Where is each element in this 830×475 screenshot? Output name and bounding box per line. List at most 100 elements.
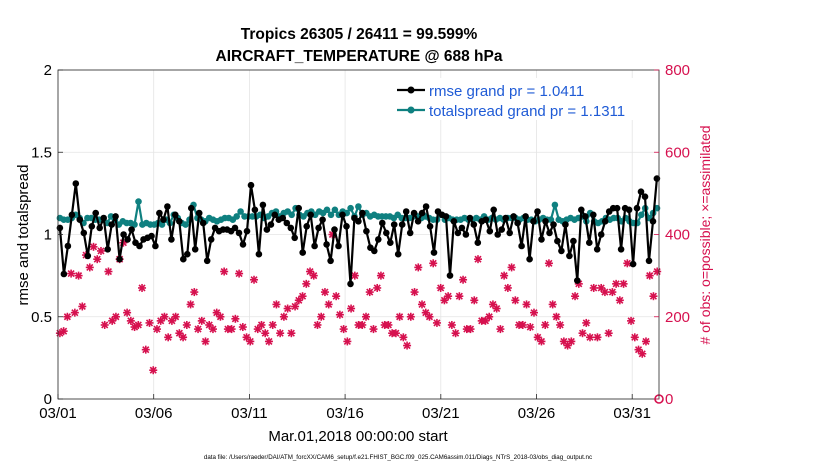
obs-mark-stroke xyxy=(75,272,83,280)
obs-assimilated-point xyxy=(529,308,538,317)
obs-mark-stroke xyxy=(545,259,553,267)
obs-mark-stroke xyxy=(470,296,478,304)
obs-assimilated-point xyxy=(526,323,535,332)
obs-assimilated-point xyxy=(544,259,553,268)
y-left-tick-label: 2 xyxy=(44,62,52,79)
rmse-point xyxy=(398,221,406,228)
obs-mark-stroke xyxy=(160,313,169,321)
obs-mark-stroke xyxy=(571,292,579,300)
obs-mark-stroke xyxy=(429,259,437,267)
rmse-point xyxy=(108,221,115,228)
rmse-point xyxy=(188,204,195,212)
rmse-point xyxy=(231,224,239,232)
obs-mark-stroke xyxy=(459,276,467,284)
obs-assimilated-point xyxy=(276,329,285,338)
rmse-point xyxy=(303,223,311,230)
rmse-point xyxy=(136,242,143,250)
obs-assimilated-point xyxy=(347,304,356,313)
obs-assimilated-point xyxy=(197,316,206,325)
obs-mark-stroke xyxy=(362,313,370,321)
rmse-point xyxy=(124,236,131,243)
rmse-point xyxy=(410,209,418,217)
rmse-point xyxy=(474,239,482,246)
obs-mark-stroke xyxy=(634,346,643,354)
rmse-point xyxy=(418,209,426,217)
obs-assimilated-point xyxy=(369,325,378,334)
totalspread-point xyxy=(331,206,339,214)
rmse-point xyxy=(283,219,291,227)
rmse-point xyxy=(586,239,593,246)
obs-mark-stroke xyxy=(414,263,422,271)
rmse-point xyxy=(307,211,315,219)
obs-assimilated-point xyxy=(93,255,102,264)
rmse-point xyxy=(343,223,350,230)
obs-assimilated-point xyxy=(78,302,87,311)
obs-assimilated-point xyxy=(89,242,98,251)
rmse-point xyxy=(64,242,72,250)
obs-mark-stroke xyxy=(631,333,639,341)
rmse-point xyxy=(534,208,541,215)
obs-assimilated-point xyxy=(291,302,300,311)
obs-assimilated-point xyxy=(511,296,520,305)
obs-assimilated-point xyxy=(447,320,456,329)
rmse-point xyxy=(458,224,466,232)
obs-assimilated-point xyxy=(418,300,427,309)
rmse-point xyxy=(255,250,263,258)
obs-assimilated-point xyxy=(578,329,587,338)
rmse-point xyxy=(617,246,625,253)
obs-assimilated-point xyxy=(496,325,505,334)
obs-mark-stroke xyxy=(366,288,374,296)
obs-mark-stroke xyxy=(392,329,400,337)
rmse-point xyxy=(645,257,653,265)
obs-mark-stroke xyxy=(194,325,202,333)
obs-mark-stroke xyxy=(590,284,598,292)
rmse-point xyxy=(566,252,573,260)
obs-mark-stroke xyxy=(493,304,501,313)
rmse-point xyxy=(319,216,326,223)
obs-mark-stroke xyxy=(485,313,493,321)
obs-assimilated-point xyxy=(608,288,617,297)
obs-mark-stroke xyxy=(407,313,415,321)
obs-mark-stroke xyxy=(272,300,280,308)
obs-mark-stroke xyxy=(489,300,497,308)
obs-assimilated-point xyxy=(399,333,408,342)
rmse-point xyxy=(96,224,103,232)
y-right-tick-label: 0 xyxy=(665,391,673,408)
totalspread-point xyxy=(323,206,331,214)
rmse-point xyxy=(331,226,338,233)
obs-assimilated-point xyxy=(179,333,188,342)
rmse-point xyxy=(160,216,167,223)
rmse-point xyxy=(442,213,450,220)
obs-mark-stroke xyxy=(310,272,318,280)
series-layer xyxy=(55,175,664,404)
rmse-point xyxy=(80,229,88,237)
obs-assimilated-point xyxy=(518,320,527,329)
obs-mark-stroke xyxy=(325,300,333,308)
obs-mark-stroke xyxy=(302,280,310,288)
obs-assimilated-point xyxy=(373,283,382,292)
obs-assimilated-point xyxy=(645,271,654,280)
obs-mark-stroke xyxy=(228,325,236,333)
rmse-point xyxy=(454,229,462,237)
obs-assimilated-point xyxy=(649,292,658,301)
obs-assimilated-point xyxy=(324,300,333,309)
obs-assimilated-point xyxy=(238,323,247,332)
rmse-point xyxy=(601,218,609,225)
rmse-point xyxy=(466,214,474,222)
obs-assimilated-point xyxy=(250,275,259,284)
obs-assimilated-point xyxy=(261,329,270,338)
obs-mark-stroke xyxy=(623,259,631,267)
obs-mark-stroke xyxy=(239,323,247,331)
obs-assimilated-point xyxy=(190,288,199,297)
obs-mark-stroke xyxy=(455,292,463,300)
y-axis-right-label: # of obs: o=possible; ×=assimilated xyxy=(697,125,713,344)
obs-mark-stroke xyxy=(567,337,575,345)
rmse-point xyxy=(394,250,402,258)
rmse-point xyxy=(629,260,637,268)
obs-mark-stroke xyxy=(410,288,419,296)
rmse-point xyxy=(291,234,299,242)
obs-assimilated-point xyxy=(615,296,624,305)
obs-assimilated-point xyxy=(70,308,79,317)
obs-assimilated-point xyxy=(548,300,557,309)
